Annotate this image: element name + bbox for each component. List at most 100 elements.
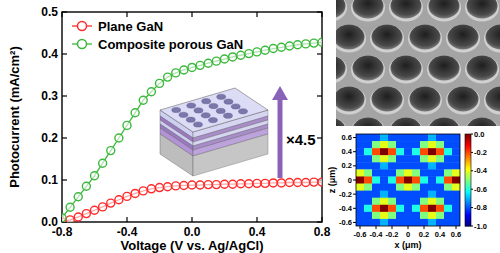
hole-rim <box>465 118 499 127</box>
colorbar-tick <box>471 207 473 208</box>
heat-cell <box>436 176 444 183</box>
heat-y-tick <box>353 151 356 152</box>
legend-label: Composite porous GaN <box>98 37 243 52</box>
hole-rim <box>370 25 404 53</box>
hole-rim <box>484 25 500 53</box>
hole-rim <box>427 0 461 22</box>
annotation-arrow <box>278 98 283 178</box>
heat-cell <box>404 198 412 205</box>
point <box>212 181 220 189</box>
heat-cell <box>388 198 396 205</box>
heat-cell <box>396 148 404 155</box>
heat-cell <box>452 148 460 155</box>
point <box>131 109 139 117</box>
hole <box>486 25 500 50</box>
point <box>310 39 318 47</box>
heat-x-tick-label: -0.6 <box>354 230 367 239</box>
heat-x-tick <box>440 226 441 229</box>
heat-cell <box>396 191 404 198</box>
colorbar-tick-label: 0.0 <box>474 130 484 139</box>
heat-cell <box>436 155 444 162</box>
heat-cell <box>380 155 388 162</box>
pore <box>201 113 210 118</box>
colorbar-tick-label: -0.6 <box>474 185 487 194</box>
x-tick-top <box>191 12 192 17</box>
heat-cell <box>412 212 420 219</box>
pore <box>209 103 218 108</box>
heat-cell <box>444 148 452 155</box>
point <box>99 203 107 211</box>
heat-cell <box>452 162 460 169</box>
figure: -0.8-0.40.00.40.80.00.10.20.30.40.5Volta… <box>0 0 500 253</box>
heat-y-tick-label: -0.4 <box>339 204 353 213</box>
heat-cell <box>380 141 388 148</box>
heat-cell <box>420 212 428 219</box>
heat-cell <box>404 212 412 219</box>
heat-x-tick <box>456 226 457 229</box>
hole <box>336 87 365 112</box>
point <box>147 88 155 96</box>
heat-cell <box>396 134 404 141</box>
heat-cell <box>420 141 428 148</box>
heat-cell <box>436 212 444 219</box>
heat-cell <box>356 141 364 148</box>
hole-rim <box>484 87 500 115</box>
heat-cell <box>372 148 380 155</box>
hole-rim <box>446 25 480 53</box>
point <box>115 134 123 142</box>
heat-x-tick-label: 0 <box>406 230 410 239</box>
heat-cell <box>404 205 412 212</box>
heat-cell <box>436 169 444 176</box>
point <box>91 206 99 214</box>
heat-cell <box>452 176 460 183</box>
heat-cell <box>436 162 444 169</box>
heat-cell <box>356 176 364 183</box>
hole <box>391 118 422 127</box>
point <box>318 38 322 46</box>
heat-cell <box>372 169 380 176</box>
point <box>107 147 115 155</box>
hole-rim <box>465 56 499 84</box>
heat-cell <box>436 191 444 198</box>
heat-cell <box>364 219 372 226</box>
heat-cell <box>452 212 460 219</box>
hole <box>353 0 384 19</box>
pore <box>179 112 188 117</box>
pore <box>194 108 203 113</box>
hole-rim <box>336 0 347 22</box>
heat-cell <box>364 155 372 162</box>
x-tick-label: 0.4 <box>249 225 266 239</box>
heat-y-tick-label: 0 <box>348 176 352 185</box>
point <box>172 182 180 190</box>
point <box>204 59 212 67</box>
point <box>99 159 107 167</box>
heat-cell <box>396 141 404 148</box>
hole <box>372 25 403 50</box>
heat-cell <box>444 212 452 219</box>
heat-cell <box>428 184 436 191</box>
hole <box>391 56 422 81</box>
heat-x-tick-label: 0.2 <box>419 230 429 239</box>
heat-cell <box>388 184 396 191</box>
heat-cell <box>452 198 460 205</box>
arrow-head <box>272 86 288 100</box>
heat-cell <box>428 169 436 176</box>
point <box>115 196 123 204</box>
heat-cell <box>444 191 452 198</box>
heat-x-tick <box>408 226 409 229</box>
point <box>221 55 229 63</box>
heat-cell <box>452 184 460 191</box>
heat-cell <box>388 191 396 198</box>
heat-cell <box>372 191 380 198</box>
point <box>188 181 196 189</box>
heat-cell <box>428 219 436 226</box>
x-tick <box>191 217 192 222</box>
hole <box>336 118 346 127</box>
heat-cell <box>356 169 364 176</box>
hole-rim <box>446 87 480 115</box>
point <box>164 183 172 191</box>
point <box>123 121 131 129</box>
heat-cell <box>444 155 452 162</box>
colorbar-step <box>465 134 471 137</box>
x-tick <box>256 217 257 222</box>
